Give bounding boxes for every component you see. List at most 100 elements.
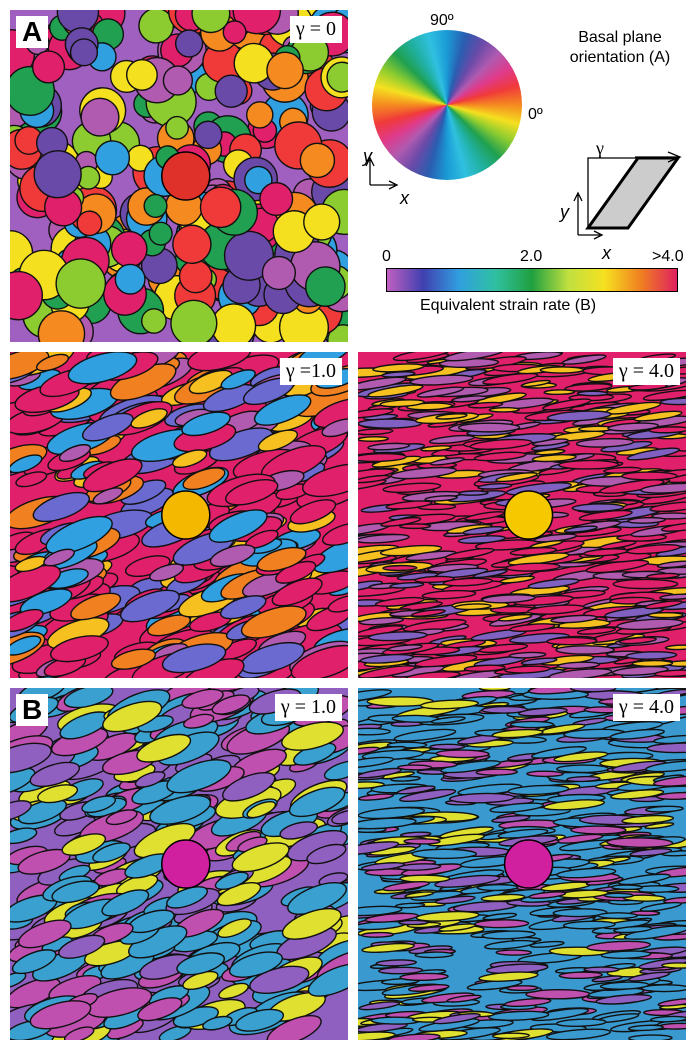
- texture: [576, 390, 609, 397]
- texture: [61, 833, 107, 856]
- texture: [649, 501, 686, 513]
- panel-letter: A: [16, 16, 49, 48]
- texture: [81, 795, 117, 814]
- texture: [358, 756, 395, 769]
- texture: [58, 444, 92, 463]
- texture: [80, 97, 120, 137]
- texture: [382, 564, 418, 572]
- texture: [358, 1031, 396, 1040]
- texture: [633, 410, 683, 422]
- texture: [506, 985, 539, 992]
- texture: [130, 408, 168, 429]
- texture: [607, 422, 660, 432]
- panel-image: [10, 688, 348, 1040]
- texture: [18, 919, 72, 949]
- texture: [290, 644, 348, 678]
- texture: [509, 623, 556, 633]
- texture: [599, 540, 637, 550]
- texture: [561, 354, 607, 365]
- texture: [491, 1032, 531, 1040]
- texture: [463, 664, 506, 673]
- texture: [10, 827, 38, 845]
- texture: [472, 569, 508, 579]
- texture: [440, 760, 501, 774]
- texture: [495, 949, 533, 956]
- texture: [10, 454, 43, 474]
- texture: [509, 720, 555, 729]
- texture: [528, 688, 594, 695]
- texture: [33, 150, 82, 199]
- texture: [43, 548, 75, 567]
- texture: [281, 908, 342, 940]
- texture: [58, 934, 106, 959]
- texture: [507, 784, 570, 796]
- texture: [453, 603, 492, 611]
- texture: [358, 665, 416, 678]
- texture: [105, 809, 138, 826]
- texture: [10, 635, 42, 656]
- texture: [358, 1001, 401, 1011]
- texture: [141, 308, 167, 334]
- texture: [102, 700, 163, 733]
- texture: [358, 905, 403, 917]
- texture: [299, 142, 336, 179]
- texture: [149, 563, 185, 582]
- texture: [504, 665, 551, 674]
- panel-image: [10, 352, 348, 678]
- texture: [327, 594, 348, 613]
- texture: [358, 727, 391, 736]
- texture: [451, 395, 488, 403]
- texture: [358, 767, 403, 779]
- texture: [288, 786, 346, 818]
- texture: [555, 867, 617, 879]
- texture: [114, 263, 146, 295]
- texture: [424, 495, 458, 502]
- texture: [618, 636, 657, 645]
- texture: [170, 299, 218, 342]
- texture: [488, 1010, 550, 1021]
- texture: [499, 575, 536, 584]
- texture: [409, 374, 474, 386]
- texture: [664, 644, 686, 651]
- texture: [161, 151, 211, 201]
- texture: [257, 429, 299, 452]
- texture: [358, 474, 391, 484]
- texture: [37, 784, 79, 804]
- texture: [645, 805, 684, 813]
- texture: [663, 896, 686, 904]
- texture: [219, 595, 267, 620]
- texture: [644, 822, 675, 830]
- texture: [76, 210, 103, 237]
- texture: [478, 643, 529, 654]
- texture: [653, 669, 686, 678]
- texture: [473, 451, 527, 462]
- texture: [232, 10, 282, 35]
- texture: [621, 814, 675, 825]
- texture: [143, 193, 168, 219]
- texture: [542, 398, 592, 411]
- texture: [599, 479, 665, 494]
- texture: [302, 463, 348, 498]
- texture: [556, 764, 610, 774]
- texture: [631, 659, 674, 668]
- legend-title: Basal plane orientation (A): [569, 29, 671, 66]
- texture: [389, 581, 425, 589]
- texture: [583, 966, 620, 973]
- texture: [526, 770, 564, 778]
- axis-label: x: [400, 188, 409, 208]
- texture: [37, 310, 86, 342]
- texture: [610, 884, 644, 891]
- texture: [187, 352, 252, 372]
- texture: [469, 438, 533, 451]
- texture: [63, 688, 114, 709]
- wheel-label: 0º: [528, 106, 543, 123]
- texture: [421, 589, 477, 600]
- texture: [110, 648, 157, 670]
- texture: [81, 412, 134, 442]
- texture: [49, 635, 109, 663]
- texture: [358, 580, 383, 593]
- texture: [446, 994, 482, 1003]
- texture: [653, 734, 686, 745]
- texture: [448, 792, 515, 804]
